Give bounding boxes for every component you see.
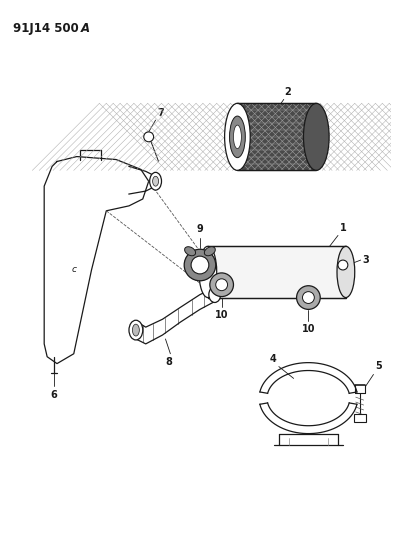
Ellipse shape (225, 103, 250, 171)
Text: 7: 7 (158, 108, 164, 118)
Circle shape (338, 260, 348, 270)
Circle shape (184, 249, 216, 281)
Text: 1: 1 (340, 223, 347, 233)
Ellipse shape (152, 176, 158, 186)
Ellipse shape (337, 246, 355, 297)
Text: 2: 2 (285, 87, 292, 98)
Text: 10: 10 (302, 324, 315, 334)
Text: 10: 10 (215, 310, 229, 320)
Ellipse shape (230, 116, 245, 158)
Bar (238, 103, 316, 171)
Ellipse shape (209, 287, 221, 303)
Ellipse shape (129, 320, 143, 340)
Text: 3: 3 (362, 255, 370, 265)
Ellipse shape (234, 125, 242, 149)
Ellipse shape (303, 103, 329, 171)
Circle shape (303, 292, 314, 303)
Text: 9: 9 (197, 224, 203, 235)
Text: A: A (81, 21, 90, 35)
Bar (208, 246, 346, 297)
Circle shape (297, 286, 320, 309)
Text: 4: 4 (270, 353, 277, 364)
Text: 91J14 500: 91J14 500 (13, 21, 78, 35)
Text: 6: 6 (51, 390, 58, 400)
Ellipse shape (150, 172, 162, 190)
Text: 8: 8 (165, 357, 172, 367)
Ellipse shape (185, 247, 195, 256)
Circle shape (191, 256, 209, 274)
Polygon shape (44, 157, 149, 364)
Bar (354, 414, 366, 422)
Ellipse shape (199, 246, 217, 297)
Circle shape (216, 279, 228, 290)
Text: c: c (71, 265, 76, 274)
Ellipse shape (204, 247, 215, 256)
Text: 5: 5 (375, 361, 382, 372)
Circle shape (210, 273, 234, 296)
Circle shape (144, 132, 154, 142)
Ellipse shape (132, 324, 139, 336)
